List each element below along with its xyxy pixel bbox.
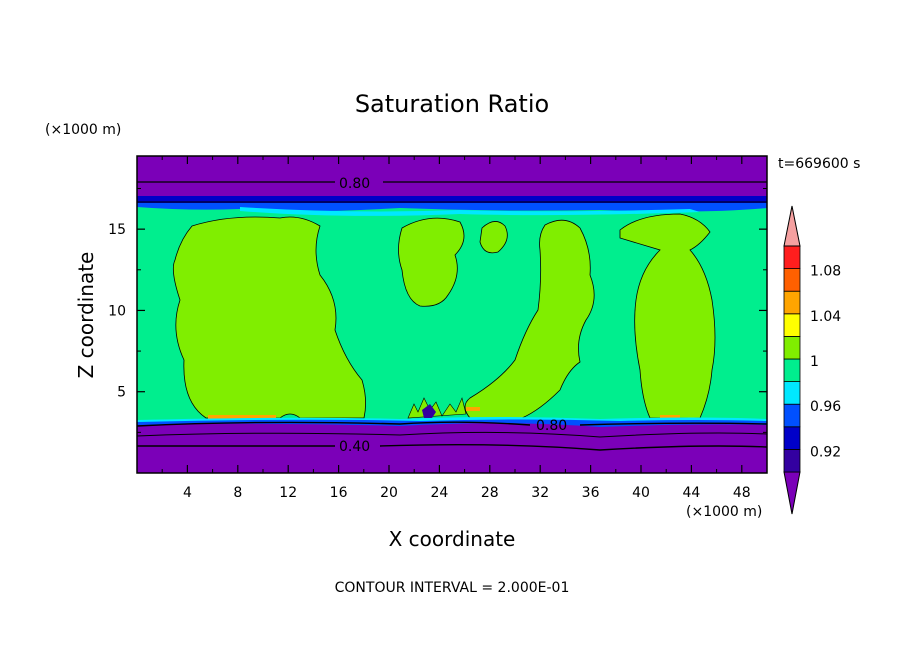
colorbar-segment xyxy=(783,358,801,383)
y-tick-label: 15 xyxy=(108,222,126,238)
contour-field: 0.80 0.80 0.40 xyxy=(137,156,767,473)
colorbar-segment xyxy=(783,313,801,337)
colorbar-segment xyxy=(783,448,801,473)
lower-band-dark xyxy=(137,423,767,473)
cell-center-right xyxy=(464,219,595,419)
x-tick-label: 4 xyxy=(183,485,192,501)
colorbar-segment xyxy=(783,245,801,270)
spiky-cells xyxy=(407,397,467,419)
hotspot-mid xyxy=(466,407,480,411)
x-axis-label: X coordinate xyxy=(389,527,516,551)
x-tick-label: 20 xyxy=(380,485,398,501)
colorbar-segment xyxy=(783,290,801,315)
cell-small xyxy=(479,221,508,254)
contour-lower-0.40 xyxy=(137,443,767,451)
cell-left xyxy=(172,216,366,419)
colorbar-segment xyxy=(783,426,801,450)
upper-band-inner xyxy=(137,176,767,196)
x-tick-label: 16 xyxy=(330,485,348,501)
x-tick-label: 8 xyxy=(233,485,242,501)
colorbar-segment xyxy=(783,403,801,428)
colorbar: 0.92 0.96 1 1.04 1.08 xyxy=(783,205,841,515)
y-unit-label: (×1000 m) xyxy=(45,122,121,138)
y-axis-label: Z coordinate xyxy=(74,252,98,379)
x-tick-label: 40 xyxy=(632,485,650,501)
contour-label-lower-0.40: 0.40 xyxy=(339,439,370,455)
colorbar-segment xyxy=(783,381,801,405)
cell-upper-mid xyxy=(398,217,465,307)
colorbar-label: 1.04 xyxy=(810,309,841,325)
contour-label-lower-0.80: 0.80 xyxy=(536,418,567,434)
colorbar-label: 1 xyxy=(810,354,819,370)
x-tick-label: 36 xyxy=(582,485,600,501)
colorbar-max-arrow xyxy=(783,205,801,247)
contour-interval-footer: CONTOUR INTERVAL = 2.000E-01 xyxy=(335,580,570,596)
colorbar-label: 0.92 xyxy=(810,444,841,460)
colorbar-segment xyxy=(783,335,801,360)
colorbar-label: 0.96 xyxy=(810,399,841,415)
colorbar-segment xyxy=(783,268,801,292)
upper-band-outer xyxy=(137,156,767,176)
colorbar-label: 1.08 xyxy=(810,264,841,280)
time-label: t=669600 s xyxy=(778,156,860,172)
cell-right xyxy=(619,213,716,419)
upper-band-cyan-streak xyxy=(240,207,700,216)
x-tick-label: 44 xyxy=(682,485,700,501)
x-tick-label: 32 xyxy=(531,485,549,501)
y-tick-label: 5 xyxy=(117,385,126,401)
x-unit-label: (×1000 m) xyxy=(686,504,762,520)
y-axis-ticks: 5 10 15 xyxy=(108,188,767,433)
x-tick-label: 12 xyxy=(279,485,297,501)
x-tick-label: 28 xyxy=(481,485,499,501)
colorbar-min-arrow xyxy=(783,471,801,515)
plot-frame xyxy=(136,155,768,474)
chart-title: Saturation Ratio xyxy=(355,90,549,118)
y-tick-label: 10 xyxy=(108,303,126,319)
contour-lower-0.80 xyxy=(137,421,767,427)
upper-band-cyan-edge xyxy=(137,203,767,212)
contour-lower-mid xyxy=(137,431,767,438)
hotspot-left xyxy=(208,415,276,419)
x-tick-label: 24 xyxy=(430,485,448,501)
spiky-low xyxy=(422,404,436,418)
contour-label-upper: 0.80 xyxy=(339,176,370,192)
upper-band-edge xyxy=(137,196,767,203)
x-tick-label: 48 xyxy=(733,485,751,501)
hotspot-right xyxy=(660,415,680,419)
x-axis-ticks: 4 8 12 16 20 24 28 32 36 40 44 48 xyxy=(161,156,751,501)
